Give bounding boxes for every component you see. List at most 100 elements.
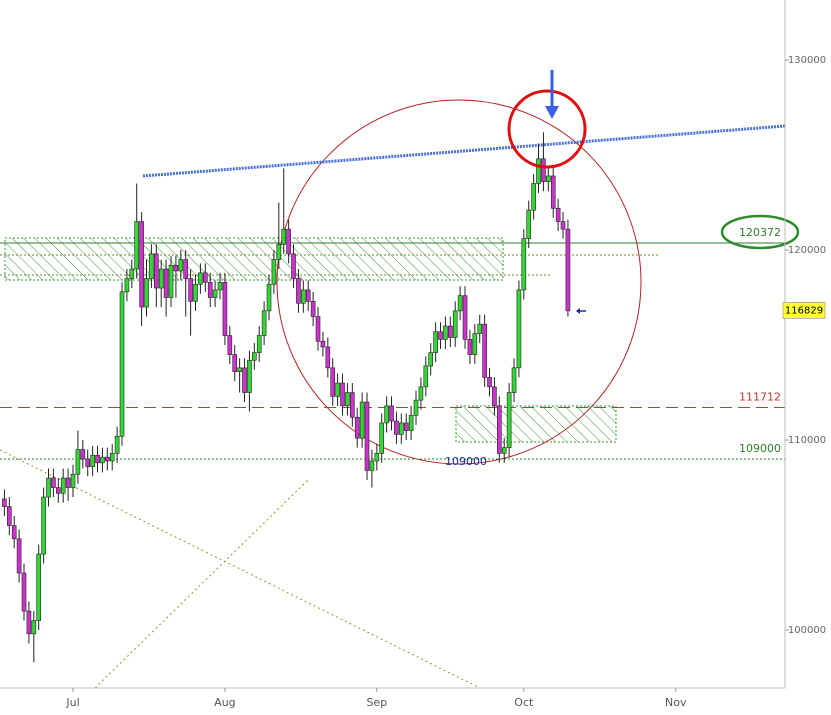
candle-body: [144, 278, 149, 308]
candle-body: [60, 477, 66, 494]
candle-body: [242, 367, 247, 393]
candle-body: [389, 405, 394, 422]
candle-body: [207, 282, 213, 298]
candle-body: [26, 610, 32, 635]
candle-body: [546, 175, 551, 182]
candle-body: [291, 253, 296, 279]
diagonal: [0, 449, 481, 689]
candle-body: [403, 422, 409, 431]
candle-body: [266, 283, 272, 312]
x-tick-label: Nov: [665, 696, 687, 709]
candle-body: [247, 359, 252, 393]
candle-body: [452, 310, 458, 338]
candle-body: [335, 382, 340, 397]
candle-body: [41, 496, 46, 555]
last-price-label: 116829: [785, 305, 823, 316]
candle-body: [198, 272, 203, 285]
candle-body: [70, 473, 76, 488]
candle-body: [487, 377, 492, 388]
candle-body: [359, 401, 365, 439]
candle-body: [364, 401, 370, 471]
candle-body: [374, 453, 380, 462]
candle-body: [325, 346, 331, 369]
candle-body: [286, 228, 291, 255]
candle-body: [65, 477, 71, 488]
candle-body: [565, 228, 571, 312]
x-tick-label: Oct: [514, 696, 534, 709]
candle-body: [433, 331, 438, 353]
candle-body: [281, 228, 287, 245]
candle-body: [252, 352, 257, 361]
candle-body: [550, 175, 556, 209]
candle-body: [85, 458, 91, 467]
plot: [0, 132, 785, 663]
candle-body: [129, 268, 135, 279]
candle-body: [75, 449, 81, 475]
candle-body: [472, 333, 478, 355]
candle-body: [173, 264, 179, 272]
candle-body: [124, 278, 130, 293]
candle-body: [7, 506, 12, 526]
trendline: [142, 124, 786, 178]
candle-body: [305, 289, 311, 302]
x-tick-label: Sep: [366, 696, 387, 709]
candle-body: [114, 435, 120, 454]
candle-body: [193, 283, 198, 302]
y-tick-label: 100000: [788, 625, 826, 636]
candle-body: [467, 339, 473, 355]
level-label: 109000: [739, 442, 781, 455]
candle-body: [394, 420, 399, 435]
candle-body: [301, 289, 306, 304]
candle-body: [163, 268, 169, 298]
candle-body: [183, 259, 189, 279]
y-tick-label: 110000: [788, 435, 826, 446]
candle-body: [95, 454, 100, 464]
candle-body: [11, 525, 17, 540]
candle-body: [36, 553, 42, 621]
candle-body: [296, 278, 301, 304]
candle-body: [506, 392, 512, 448]
candle-body: [497, 405, 502, 454]
candle-body: [134, 221, 140, 270]
candle-body: [492, 386, 497, 407]
candle-body: [90, 454, 95, 467]
candle-body: [536, 158, 541, 184]
circle: [276, 99, 642, 465]
arrow-head: [576, 308, 580, 314]
overlays: [507, 70, 800, 314]
candle-body: [56, 487, 61, 494]
x-tick-label: Aug: [214, 696, 235, 709]
y-tick-label: 130000: [788, 55, 826, 66]
candle-body: [139, 221, 144, 308]
candle-body: [154, 253, 159, 289]
candle-body: [443, 325, 448, 340]
candle-body: [80, 449, 86, 460]
candle-body: [399, 422, 404, 435]
candle-body: [330, 367, 336, 397]
x-tick-label: Jul: [65, 696, 79, 709]
arrow-head: [545, 106, 559, 119]
candle-body: [227, 335, 233, 355]
candle-body: [555, 207, 561, 222]
candle-body: [51, 477, 56, 488]
candle-body: [413, 399, 419, 416]
candle-body: [271, 259, 277, 285]
candle-body: [511, 367, 517, 393]
candle-body: [315, 316, 321, 342]
candle-body: [31, 620, 37, 635]
candle-body: [477, 323, 483, 334]
highlight-circle: [507, 89, 587, 169]
candle-body: [310, 301, 316, 317]
candle-body: [345, 392, 350, 407]
oval: [720, 214, 800, 250]
candle-body: [222, 282, 228, 336]
candle-body: [482, 323, 487, 378]
candle-body: [158, 268, 164, 289]
candle-body: [526, 209, 532, 239]
zone: [4, 237, 504, 281]
candle-body: [261, 310, 267, 336]
level-label: 120372: [739, 226, 781, 239]
candle-body: [379, 422, 385, 454]
